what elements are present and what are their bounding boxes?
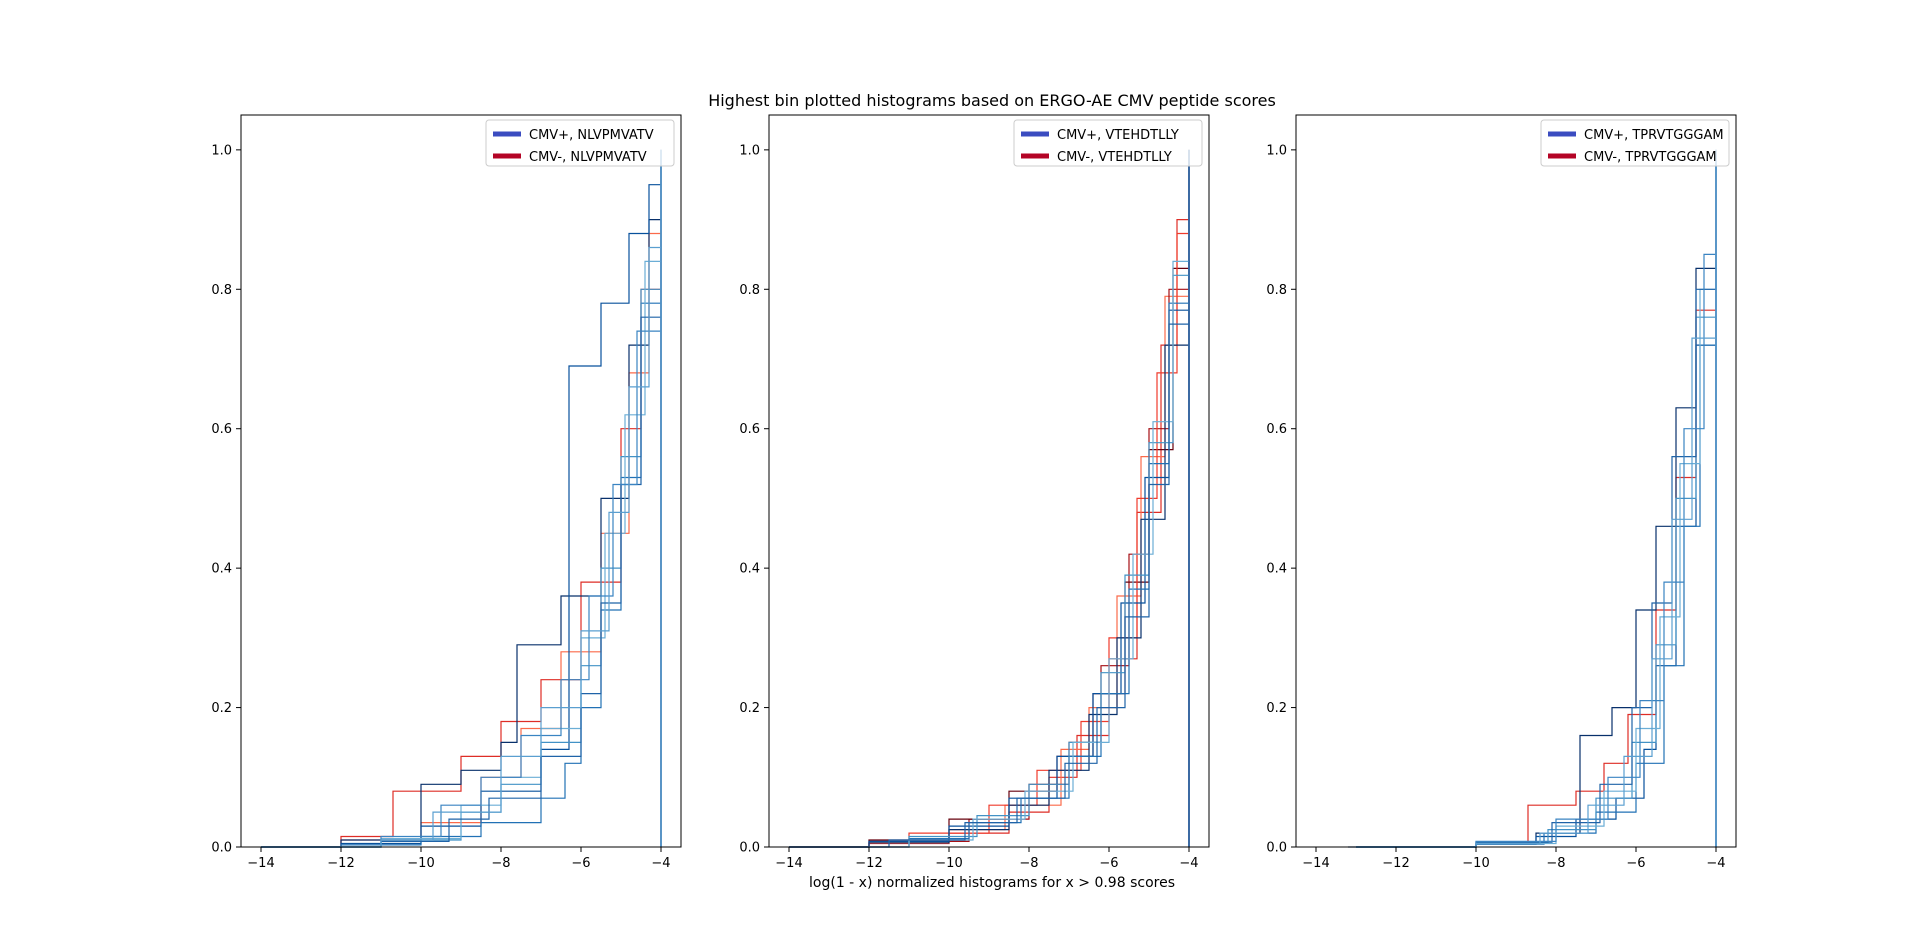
- series-line-pos-8: [789, 149, 1190, 848]
- legend-label: CMV-, NLVPMVATV: [529, 150, 647, 165]
- x-tick-label: −10: [935, 856, 962, 871]
- x-tick-label: −14: [247, 856, 274, 871]
- legend-label: CMV+, VTEHDTLLY: [1057, 128, 1179, 143]
- chart-panel-2: −14 −12 −10 −8 −6 −4 0.0 0.2 0.4 0.6 0.8 1.0 CMV+, V…: [739, 114, 1210, 871]
- y-tick-label: 0.2: [211, 701, 232, 716]
- x-tick-label: −8: [491, 856, 510, 871]
- series-line-pos-7: [789, 149, 1190, 848]
- y-tick-label: 0.0: [1266, 841, 1287, 856]
- series-line-neg-3: [789, 149, 1190, 848]
- x-tick-label: −4: [1179, 856, 1198, 871]
- legend-label: CMV+, NLVPMVATV: [529, 128, 654, 143]
- axes-frame: [768, 114, 1210, 848]
- y-tick-label: 0.8: [739, 283, 760, 298]
- series-line-pos-6: [789, 149, 1190, 848]
- series-line-pos-2: [1348, 149, 1717, 848]
- x-tick-label: −4: [1706, 856, 1725, 871]
- x-tick-label: −8: [1546, 856, 1565, 871]
- series-line-pos-10: [261, 149, 662, 848]
- x-tick-label: −6: [1099, 856, 1118, 871]
- x-tick-label: −6: [1626, 856, 1645, 871]
- x-tick-label: −10: [1462, 856, 1489, 871]
- series-line-pos-5: [1356, 149, 1717, 848]
- series-line-pos-4: [1356, 149, 1717, 848]
- series-line-pos-7: [1356, 149, 1717, 848]
- panels: −14 −12 −10 −8 −6 −4 0.0 0.2 0.4 0.6 0.8 1.0 CMV+, N…: [211, 114, 1737, 871]
- y-tick-label: 0.4: [211, 562, 232, 577]
- figure-title: Highest bin plotted histograms based on …: [708, 91, 1276, 110]
- y-tick-label: 1.0: [211, 143, 232, 158]
- legend-box: [485, 119, 675, 167]
- series-line-neg-5: [789, 149, 1190, 848]
- y-tick-label: 0.6: [1266, 422, 1287, 437]
- axes-frame: [1295, 114, 1737, 848]
- series-line-pos-10: [789, 149, 1190, 848]
- series-line-pos-9: [789, 149, 1190, 848]
- axes-frame: [240, 114, 682, 848]
- series-line-pos-3: [261, 149, 662, 848]
- x-tick-label: −12: [1382, 856, 1409, 871]
- series-line-pos-9: [1356, 149, 1717, 848]
- legend-label: CMV-, TPRVTGGGAM: [1584, 150, 1717, 165]
- legend-label: CMV+, TPRVTGGGAM: [1584, 128, 1724, 143]
- y-tick-label: 0.2: [739, 701, 760, 716]
- series-line-pos-8: [261, 149, 662, 848]
- x-tick-label: −6: [571, 856, 590, 871]
- legend-box: [1013, 119, 1203, 167]
- series-line-neg-2: [789, 149, 1190, 848]
- x-tick-label: −12: [855, 856, 882, 871]
- series-line-pos-3: [1356, 149, 1717, 848]
- figure-xlabel: log(1 - x) normalized histograms for x >…: [809, 875, 1175, 891]
- series-line-pos-8: [1356, 149, 1717, 848]
- series-line-neg-1: [789, 149, 1190, 848]
- series-line-neg-4: [789, 149, 1190, 848]
- legend-box: [1540, 119, 1730, 167]
- x-tick-label: −10: [407, 856, 434, 871]
- y-tick-label: 0.4: [1266, 562, 1287, 577]
- chart-panel-3: −14 −12 −10 −8 −6 −4 0.0 0.2 0.4 0.6 0.8 1.0 CMV+, T…: [1266, 114, 1737, 871]
- y-tick-label: 0.6: [739, 422, 760, 437]
- series-line-pos-11: [789, 149, 1190, 848]
- chart-panel-1: −14 −12 −10 −8 −6 −4 0.0 0.2 0.4 0.6 0.8 1.0 CMV+, N…: [211, 114, 682, 871]
- y-tick-label: 0.0: [739, 841, 760, 856]
- x-tick-label: −8: [1019, 856, 1038, 871]
- x-tick-label: −14: [775, 856, 802, 871]
- y-tick-label: 0.4: [739, 562, 760, 577]
- y-tick-label: 0.0: [211, 841, 232, 856]
- series-line-pos-6: [1356, 149, 1717, 848]
- series-line-neg-1: [1356, 149, 1717, 848]
- y-tick-label: 0.8: [1266, 283, 1287, 298]
- y-tick-label: 0.8: [211, 283, 232, 298]
- x-tick-label: −12: [327, 856, 354, 871]
- y-tick-label: 0.6: [211, 422, 232, 437]
- x-tick-label: −14: [1302, 856, 1329, 871]
- legend-label: CMV-, VTEHDTLLY: [1057, 150, 1172, 165]
- y-tick-label: 1.0: [1266, 143, 1287, 158]
- y-tick-label: 0.2: [1266, 701, 1287, 716]
- y-tick-label: 1.0: [739, 143, 760, 158]
- x-tick-label: −4: [651, 856, 670, 871]
